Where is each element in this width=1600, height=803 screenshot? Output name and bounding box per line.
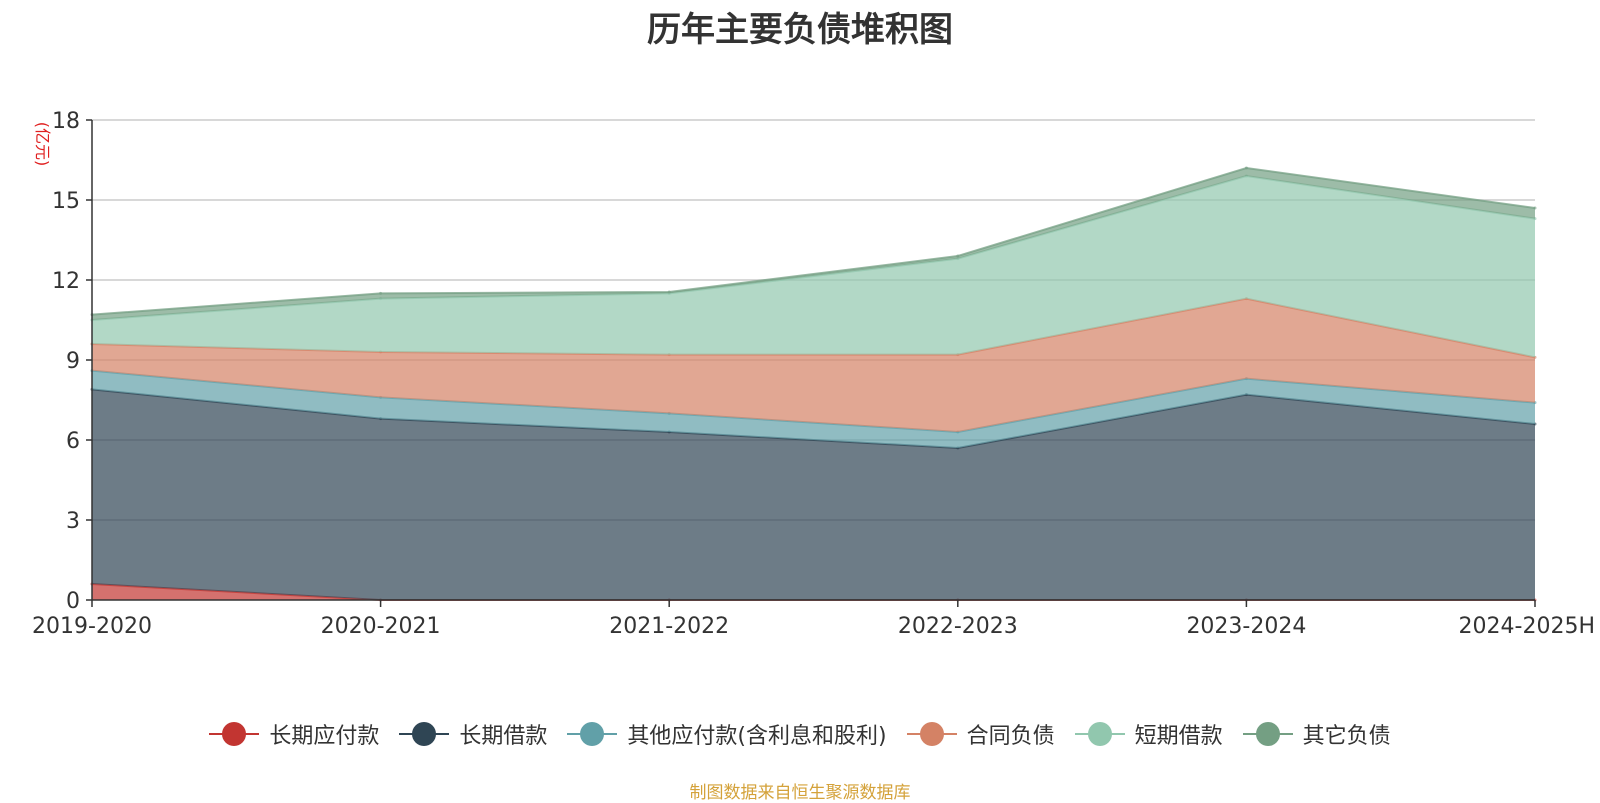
data-point	[1244, 166, 1248, 170]
legend-item-5[interactable]: 短期借款	[1074, 718, 1223, 750]
area-series-4	[92, 298, 1535, 432]
y-tick-label: 6	[66, 429, 80, 454]
legend-marker-icon	[906, 722, 957, 746]
x-tick-label: 2021-2022	[609, 614, 729, 639]
data-point	[379, 291, 383, 295]
y-tick-label: 0	[66, 589, 80, 614]
legend-marker-icon	[399, 722, 450, 746]
y-tick-label: 12	[52, 269, 80, 294]
series-line-6	[91, 166, 1536, 316]
legend: 长期应付款 长期借款 其他应付款(含利息和股利) 合同负债 短期借款 其它负债	[0, 718, 1600, 750]
chart-title: 历年主要负债堆积图	[647, 10, 953, 50]
area-series-3	[92, 370, 1535, 448]
legend-label: 长期应付款	[269, 724, 380, 749]
legend-item-4[interactable]: 合同负债	[906, 718, 1055, 750]
x-tick-label: 2020-2021	[321, 614, 441, 639]
y-axis-unit-label: (亿元)	[33, 122, 52, 167]
area-series	[90, 166, 1537, 602]
y-tick-label: 3	[66, 509, 80, 534]
legend-marker-icon	[209, 722, 260, 746]
data-point	[667, 290, 671, 294]
area-series-2	[92, 389, 1535, 600]
legend-item-2[interactable]: 长期借款	[399, 718, 547, 750]
x-tick-label: 2024-2025H	[1459, 614, 1595, 639]
legend-label: 长期借款	[459, 724, 548, 749]
legend-label: 合同负债	[966, 724, 1055, 749]
y-tick-label: 18	[52, 109, 80, 134]
legend-label: 其他应付款(含利息和股利)	[627, 724, 887, 749]
data-source-note: 制图数据来自恒生聚源数据库	[689, 783, 911, 803]
data-point	[1533, 206, 1537, 210]
legend-marker-icon	[567, 722, 618, 746]
x-tick-label: 2023-2024	[1186, 614, 1306, 639]
y-tick-label: 15	[52, 189, 80, 214]
area-series-1	[92, 584, 1535, 600]
legend-item-6[interactable]: 其它负债	[1242, 718, 1391, 750]
stacked-area-chart: 0 3 6 9 12 15 18 2019-2020 2020-2021 2021-2022 202…	[32, 109, 1595, 639]
axes: 0 3 6 9 12 15 18 2019-2020 2020-2021 2021-2022 202…	[32, 109, 1595, 639]
legend-marker-icon	[1074, 722, 1125, 746]
legend-label: 其它负债	[1302, 724, 1391, 749]
y-tick-label: 9	[66, 349, 80, 374]
legend-item-3[interactable]: 其他应付款(含利息和股利)	[567, 718, 887, 750]
x-tick-label: 2019-2020	[32, 614, 152, 639]
area-series-5	[92, 176, 1535, 358]
data-point	[956, 254, 960, 258]
legend-label: 短期借款	[1134, 724, 1223, 749]
legend-item-1[interactable]: 长期应付款	[209, 718, 379, 750]
legend-marker-icon	[1242, 722, 1293, 746]
x-tick-label: 2022-2023	[898, 614, 1018, 639]
